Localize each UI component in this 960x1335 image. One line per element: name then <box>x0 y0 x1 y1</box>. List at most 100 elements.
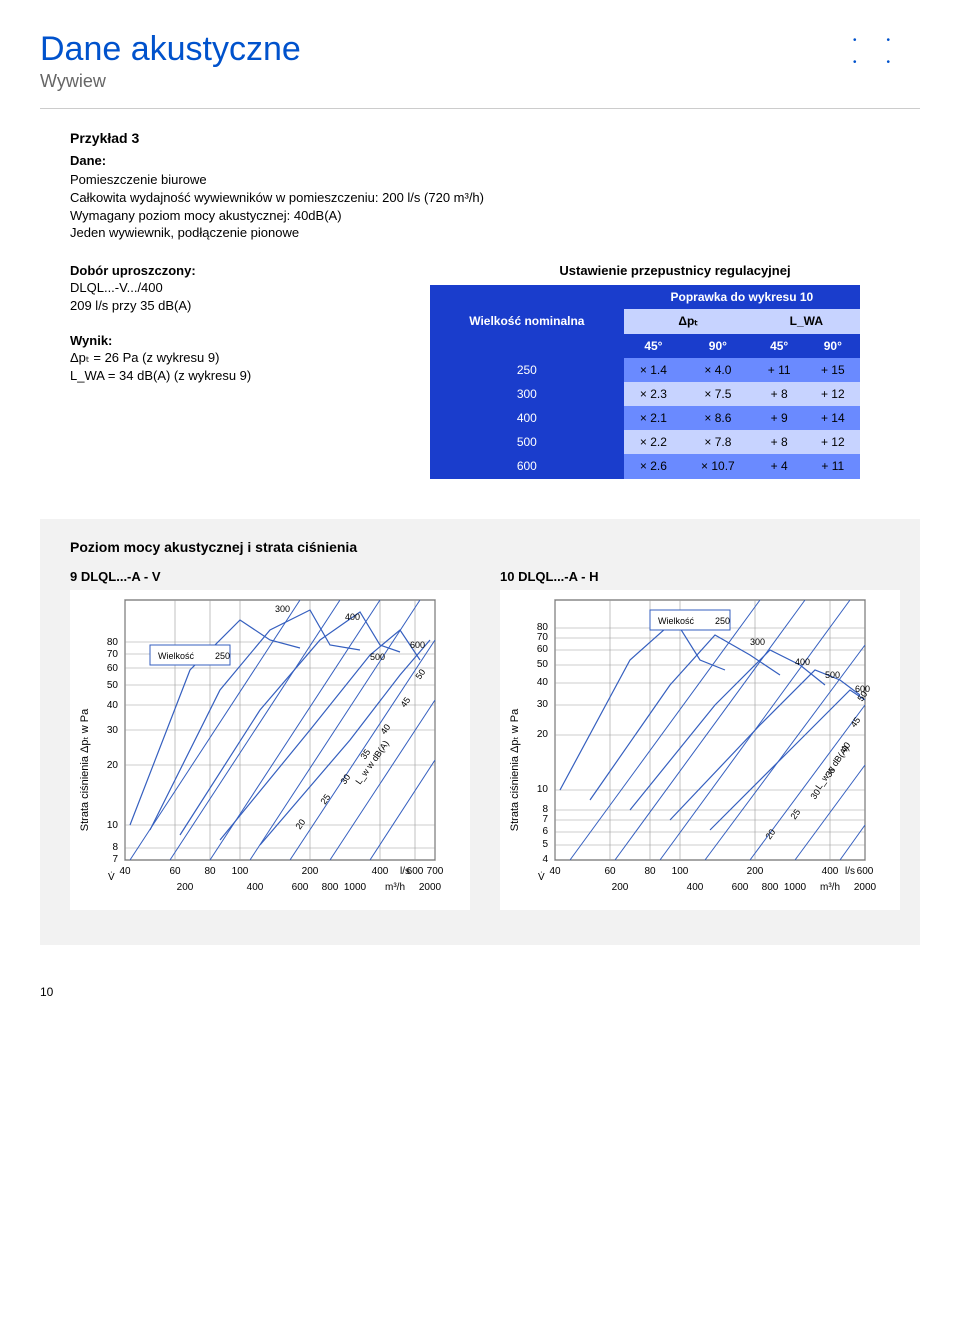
svg-text:300: 300 <box>750 637 765 647</box>
svg-text:60: 60 <box>604 866 616 877</box>
chart10-svg: Wielkość 250 300 400 500 600 20 25 30 35… <box>500 590 900 910</box>
val-cell: × 8.6 <box>683 406 753 430</box>
svg-text:6: 6 <box>542 826 548 837</box>
svg-text:l/s: l/s <box>400 866 410 877</box>
val-cell: + 9 <box>753 406 806 430</box>
val-cell: × 1.4 <box>624 358 683 382</box>
svg-text:800: 800 <box>322 882 339 893</box>
example-line: Pomieszczenie biurowe <box>70 171 920 189</box>
val-cell: × 2.1 <box>624 406 683 430</box>
chart10-ylabel: Strata ciśnienia Δpₜ w Pa <box>509 708 521 831</box>
svg-text:60: 60 <box>107 663 119 674</box>
svg-text:80: 80 <box>644 866 656 877</box>
svg-text:1000: 1000 <box>344 882 367 893</box>
lwa-line: L_WA = 34 dB(A) (z wykresu 9) <box>70 367 370 385</box>
svg-text:400: 400 <box>372 866 389 877</box>
table-title: Ustawienie przepustnicy regulacyjnej <box>430 262 920 280</box>
size-cell: 500 <box>430 430 624 454</box>
svg-text:V̇: V̇ <box>538 870 545 883</box>
svg-text:25: 25 <box>318 792 332 806</box>
svg-text:600: 600 <box>410 640 425 650</box>
svg-text:45: 45 <box>398 695 412 709</box>
svg-text:250: 250 <box>715 616 730 626</box>
example-line: Wymagany poziom mocy akustycznej: 40dB(A… <box>70 207 920 225</box>
svg-text:20: 20 <box>537 729 549 740</box>
wynik-heading: Wynik: <box>70 332 370 350</box>
table-header-row: Poprawka do wykresu 10 <box>624 285 860 309</box>
decor-dots: •••• <box>853 30 920 74</box>
chart9-svg: Wielkość 250 300 400 500 600 20 25 30 35… <box>70 590 470 910</box>
model-line: DLQL...-V.../400 <box>70 279 370 297</box>
svg-text:200: 200 <box>747 866 764 877</box>
angle-cell: 90° <box>806 334 860 358</box>
right-column: Ustawienie przepustnicy regulacyjnej Wie… <box>430 262 920 479</box>
angle-cell: 90° <box>683 334 753 358</box>
chart9-ylabel: Strata ciśnienia Δpₜ w Pa <box>79 708 91 831</box>
svg-text:70: 70 <box>107 649 119 660</box>
regulation-table: Wielkość nominalna Poprawka do wykresu 1… <box>430 285 860 479</box>
svg-text:40: 40 <box>537 677 549 688</box>
svg-text:700: 700 <box>427 866 444 877</box>
svg-text:40: 40 <box>378 722 392 736</box>
svg-text:40: 40 <box>107 700 119 711</box>
svg-text:2000: 2000 <box>854 882 877 893</box>
size-cell: 600 <box>430 454 624 478</box>
svg-text:30: 30 <box>537 699 549 710</box>
val-cell: + 12 <box>806 430 860 454</box>
svg-text:l/s: l/s <box>845 866 855 877</box>
page-subtitle: Wywiew <box>40 71 920 92</box>
svg-text:10: 10 <box>537 784 549 795</box>
angle-cell: 45° <box>624 334 683 358</box>
svg-text:30: 30 <box>107 725 119 736</box>
svg-text:200: 200 <box>177 882 194 893</box>
svg-text:7: 7 <box>542 814 548 825</box>
svg-text:45: 45 <box>848 715 862 729</box>
size-cell: 250 <box>430 358 624 382</box>
col-lwa: L_WA <box>753 309 860 333</box>
val-cell: + 11 <box>753 358 806 382</box>
val-cell: × 2.6 <box>624 454 683 478</box>
svg-text:8: 8 <box>112 842 118 853</box>
svg-text:600: 600 <box>857 866 874 877</box>
svg-text:500: 500 <box>825 670 840 680</box>
val-cell: + 8 <box>753 382 806 406</box>
col-dp: Δpₜ <box>624 309 753 333</box>
svg-text:500: 500 <box>370 652 385 662</box>
val-cell: + 8 <box>753 430 806 454</box>
val-cell: × 7.5 <box>683 382 753 406</box>
svg-text:60: 60 <box>169 866 181 877</box>
chart-10: 10 DLQL...-A - H <box>500 569 900 915</box>
svg-text:400: 400 <box>687 882 704 893</box>
svg-text:40: 40 <box>549 866 561 877</box>
svg-text:m³/h: m³/h <box>820 882 840 893</box>
svg-text:4: 4 <box>542 854 548 865</box>
svg-text:200: 200 <box>302 866 319 877</box>
svg-text:5: 5 <box>542 839 548 850</box>
col-size: Wielkość nominalna <box>430 285 624 358</box>
svg-text:2000: 2000 <box>419 882 442 893</box>
val-cell: + 12 <box>806 382 860 406</box>
svg-text:80: 80 <box>537 622 549 633</box>
val-cell: × 10.7 <box>683 454 753 478</box>
chart10-legend: Wielkość <box>658 616 695 626</box>
chart9-caption: 9 DLQL...-A - V <box>70 569 470 584</box>
dp-line: Δpₜ = 26 Pa (z wykresu 9) <box>70 349 370 367</box>
svg-text:20: 20 <box>107 760 119 771</box>
val-cell: + 4 <box>753 454 806 478</box>
svg-text:400: 400 <box>822 866 839 877</box>
svg-text:70: 70 <box>537 632 549 643</box>
svg-text:20: 20 <box>293 817 307 831</box>
dane-label: Dane: <box>70 152 920 170</box>
charts-section-title: Poziom mocy akustycznej i strata ciśnien… <box>70 539 890 555</box>
svg-text:400: 400 <box>795 657 810 667</box>
svg-text:V̇: V̇ <box>108 870 115 883</box>
svg-text:8: 8 <box>542 804 548 815</box>
size-cell: 300 <box>430 382 624 406</box>
svg-text:400: 400 <box>247 882 264 893</box>
val-cell: × 2.3 <box>624 382 683 406</box>
page-title: Dane akustyczne <box>40 30 920 69</box>
svg-text:60: 60 <box>537 644 549 655</box>
svg-text:200: 200 <box>612 882 629 893</box>
svg-text:50: 50 <box>537 659 549 670</box>
svg-text:m³/h: m³/h <box>385 882 405 893</box>
